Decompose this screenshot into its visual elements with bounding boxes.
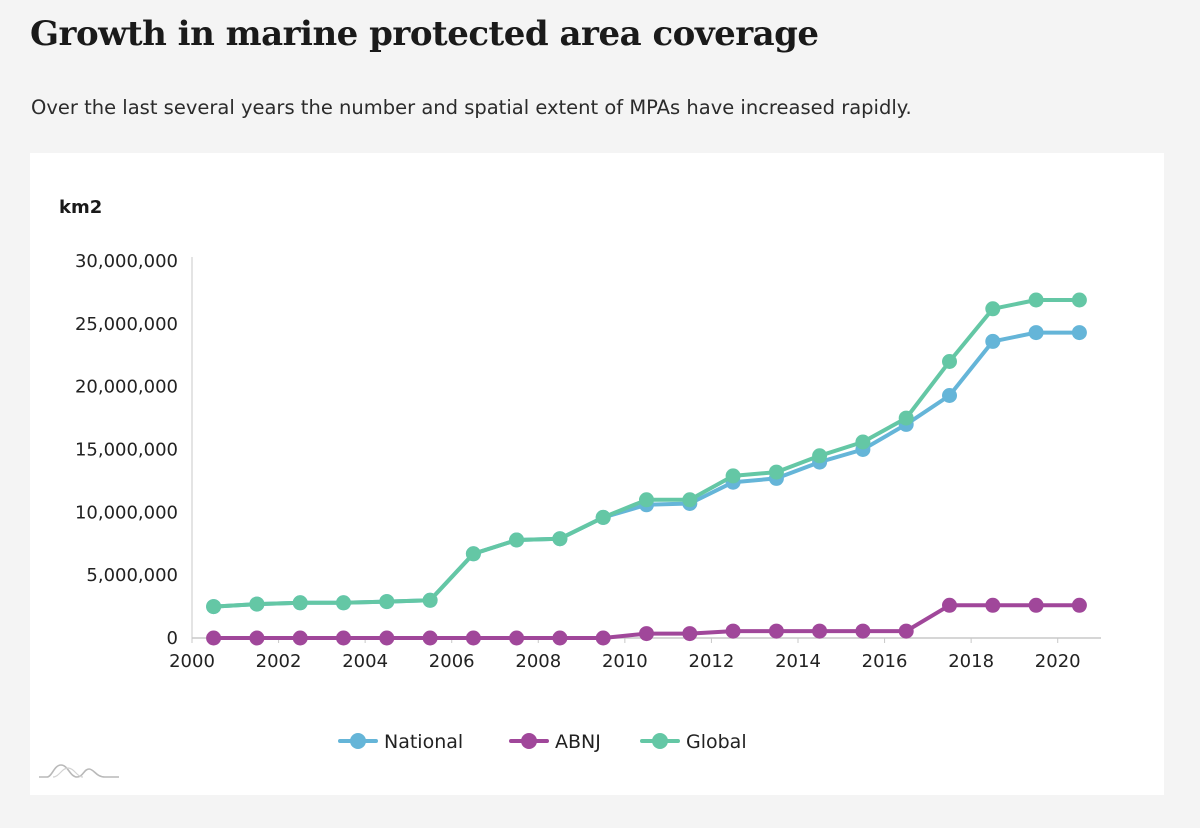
legend: National ABNJ Global bbox=[338, 731, 747, 753]
brand-logo-mark bbox=[39, 764, 119, 778]
data-point-global bbox=[768, 464, 784, 480]
brand-logo-mark bbox=[52, 767, 84, 778]
data-point-abnj bbox=[682, 626, 698, 642]
data-point-global bbox=[465, 546, 481, 562]
series-national bbox=[206, 325, 1087, 615]
data-point-abnj bbox=[855, 623, 871, 639]
y-tick-label: 15,000,000 bbox=[75, 440, 178, 461]
data-point-abnj bbox=[292, 630, 308, 646]
series-line-national bbox=[211, 330, 1082, 609]
brand-logo bbox=[39, 764, 119, 778]
data-point-global bbox=[855, 434, 871, 450]
data-point-abnj bbox=[465, 630, 481, 646]
series-global bbox=[206, 292, 1087, 615]
data-point-global bbox=[422, 592, 438, 608]
data-point-abnj bbox=[249, 630, 265, 646]
data-point-abnj bbox=[1071, 597, 1087, 613]
data-point-global bbox=[639, 492, 654, 508]
data-point-global bbox=[509, 532, 525, 548]
data-point-global bbox=[292, 595, 308, 611]
x-tick-label: 2016 bbox=[862, 651, 908, 672]
data-point-abnj bbox=[422, 630, 438, 646]
y-tick-label: 25,000,000 bbox=[75, 314, 178, 335]
y-axis-unit-label: km2 bbox=[59, 197, 102, 218]
data-point-global bbox=[898, 410, 914, 426]
x-tick-label: 2012 bbox=[689, 651, 735, 672]
legend-label-national: National bbox=[384, 731, 463, 753]
data-point-global bbox=[206, 599, 222, 615]
line-chart: km2 2000 2002 2004 2006 2008 2010 2012 2014 2016… bbox=[39, 197, 1101, 778]
data-point-abnj bbox=[725, 623, 741, 639]
x-tick-label: 2002 bbox=[256, 651, 302, 672]
y-tick-label: 10,000,000 bbox=[75, 502, 178, 523]
data-point-global bbox=[812, 448, 828, 464]
data-point-abnj bbox=[206, 630, 222, 646]
data-point-global bbox=[942, 354, 957, 369]
legend-item-abnj: ABNJ bbox=[509, 731, 601, 753]
data-point-global bbox=[336, 595, 351, 611]
x-tick-label: 2000 bbox=[169, 651, 215, 672]
series-layer bbox=[206, 292, 1087, 646]
legend-label-abnj: ABNJ bbox=[555, 731, 601, 753]
data-point-global bbox=[985, 301, 1001, 317]
y-tick-label: 20,000,000 bbox=[75, 377, 178, 398]
chart-card: km2 2000 2002 2004 2006 2008 2010 2012 2014 2016… bbox=[30, 153, 1164, 795]
data-point-abnj bbox=[639, 626, 654, 642]
data-point-abnj bbox=[898, 623, 914, 639]
y-tick-label: 30,000,000 bbox=[75, 251, 178, 272]
page-subtitle: Over the last several years the number a… bbox=[31, 96, 912, 119]
x-tick-label: 2020 bbox=[1035, 651, 1081, 672]
data-point-global bbox=[1071, 292, 1087, 308]
legend-label-global: Global bbox=[686, 731, 747, 753]
x-tick-label: 2006 bbox=[429, 651, 475, 672]
series-abnj bbox=[206, 597, 1087, 646]
y-tick-label: 5,000,000 bbox=[86, 565, 178, 586]
page-title: Growth in marine protected area coverage bbox=[30, 14, 819, 54]
legend-swatch-dot bbox=[350, 733, 366, 749]
legend-swatch-dot bbox=[521, 733, 537, 749]
data-point-national bbox=[985, 333, 1001, 349]
x-tick-label: 2014 bbox=[775, 651, 821, 672]
data-point-global bbox=[249, 596, 265, 612]
data-point-national bbox=[942, 388, 957, 403]
data-point-abnj bbox=[595, 630, 611, 646]
data-point-global bbox=[725, 468, 741, 484]
data-point-national bbox=[1028, 325, 1044, 341]
data-point-abnj bbox=[985, 597, 1001, 613]
data-point-global bbox=[552, 531, 568, 547]
data-point-national bbox=[1071, 325, 1087, 341]
data-point-abnj bbox=[812, 623, 828, 639]
legend-swatch-dot bbox=[652, 733, 668, 749]
x-tick-label: 2010 bbox=[602, 651, 648, 672]
data-point-abnj bbox=[336, 630, 351, 646]
data-point-abnj bbox=[942, 597, 957, 613]
legend-item-global: Global bbox=[640, 731, 747, 753]
data-point-global bbox=[1028, 292, 1044, 308]
series-line-global bbox=[211, 298, 1082, 609]
data-point-abnj bbox=[509, 630, 525, 646]
data-point-global bbox=[595, 509, 611, 525]
data-point-abnj bbox=[552, 630, 568, 646]
legend-item-national: National bbox=[338, 731, 463, 753]
data-point-abnj bbox=[379, 630, 395, 646]
data-point-global bbox=[379, 594, 395, 610]
data-point-abnj bbox=[768, 623, 784, 639]
data-point-global bbox=[682, 492, 698, 508]
axes: 2000 2002 2004 2006 2008 2010 2012 2014 2016 2018… bbox=[75, 251, 1101, 672]
y-tick-label: 0 bbox=[167, 628, 178, 649]
data-point-abnj bbox=[1028, 597, 1044, 613]
x-tick-label: 2018 bbox=[948, 651, 994, 672]
x-tick-label: 2004 bbox=[342, 651, 388, 672]
x-tick-label: 2008 bbox=[515, 651, 561, 672]
